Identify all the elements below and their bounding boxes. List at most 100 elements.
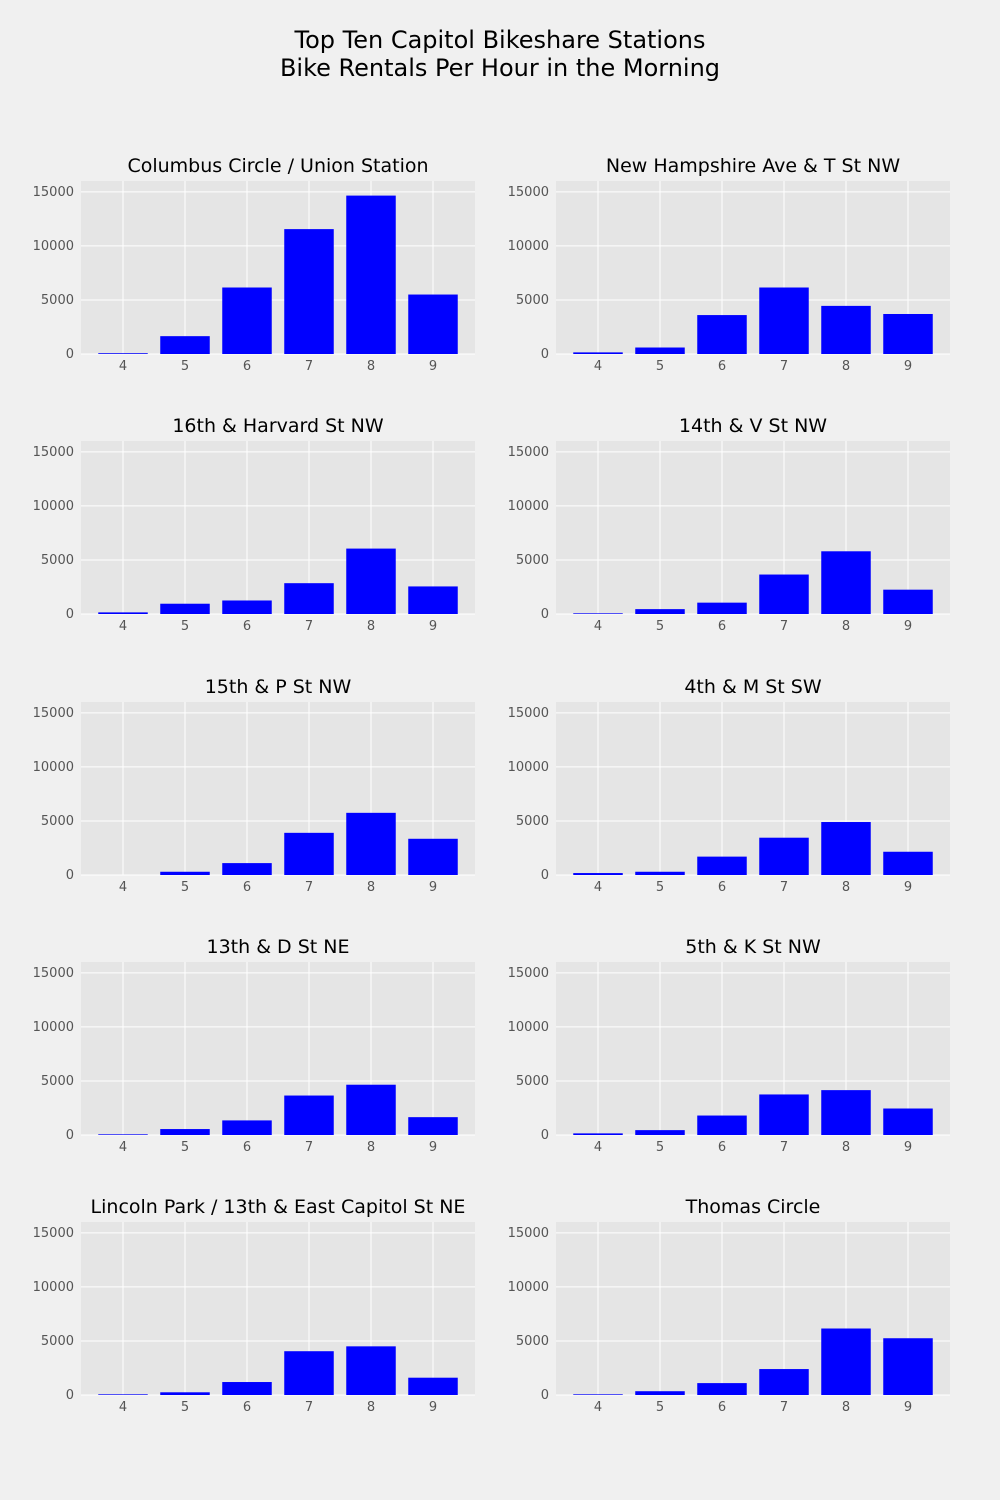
bar-hour-8 [821,1090,871,1135]
subplot-6: 0 5000 10000 15000 4 5 6 7 8 9 4th & M St SW [508,676,950,895]
x-tick-label: 8 [367,1400,375,1415]
y-tick-label: 5000 [41,1074,74,1089]
x-tick-label: 6 [243,1400,251,1415]
bar-hour-6 [222,1120,272,1135]
x-tick-label: 9 [904,1140,912,1155]
x-tick-label: 4 [119,619,127,634]
bar-hour-9 [408,294,458,354]
x-tick-label: 9 [429,1140,437,1155]
y-tick-label: 0 [541,1128,549,1143]
y-tick-label: 10000 [508,239,549,254]
bar-hour-7 [284,1351,334,1395]
bar-hour-4 [98,612,148,614]
x-tick-label: 8 [842,1400,850,1415]
plot-area [81,962,475,1135]
x-tick-label: 9 [429,880,437,895]
subplot-5: 0 5000 10000 15000 4 5 6 7 8 9 15th & P St NW [33,676,475,895]
y-tick-label: 0 [66,1388,74,1403]
y-tick-label: 5000 [516,814,549,829]
subplot-title: Thomas Circle [685,1196,821,1218]
x-tick-label: 6 [718,619,726,634]
x-tick-label: 4 [119,1400,127,1415]
y-tick-label: 10000 [508,1280,549,1295]
x-tick-label: 6 [243,359,251,374]
bar-hour-5 [160,871,210,875]
bar-hour-9 [883,1338,933,1395]
x-tick-label: 4 [594,880,602,895]
bar-hour-4 [98,353,148,354]
y-tick-label: 0 [541,347,549,362]
y-tick-label: 10000 [33,760,74,775]
x-tick-label: 4 [594,619,602,634]
bar-hour-9 [883,851,933,875]
x-tick-label: 7 [305,1400,313,1415]
subplot-title: 4th & M St SW [684,676,822,698]
bar-hour-5 [635,1391,685,1395]
bar-hour-8 [346,195,396,354]
subplot-3: 0 5000 10000 15000 4 5 6 7 8 9 16th & Harvard St N… [33,415,475,634]
subplot-title: 16th & Harvard St NW [172,415,384,437]
x-tick-label: 5 [656,880,664,895]
figure-title-line-2: Bike Rentals Per Hour in the Morning [279,54,721,82]
x-tick-label: 6 [718,1140,726,1155]
bar-hour-5 [635,609,685,614]
bar-hour-4 [98,1394,148,1395]
x-tick-label: 8 [367,1140,375,1155]
x-tick-label: 5 [181,359,189,374]
x-tick-label: 8 [842,359,850,374]
bar-hour-6 [697,602,747,614]
y-tick-label: 10000 [33,499,74,514]
y-tick-label: 15000 [508,1226,549,1241]
subplot-8: 0 5000 10000 15000 4 5 6 7 8 9 5th & K St NW [508,936,950,1155]
bar-hour-6 [222,863,272,875]
plot-area [556,441,950,614]
y-tick-label: 10000 [508,760,549,775]
bar-hour-6 [697,1383,747,1395]
y-tick-label: 5000 [516,553,549,568]
x-tick-label: 9 [904,619,912,634]
x-tick-label: 4 [594,359,602,374]
x-tick-label: 5 [656,359,664,374]
bar-hour-5 [160,603,210,614]
subplot-title: New Hampshire Ave & T St NW [606,155,900,177]
bar-hour-7 [284,832,334,875]
subplot-9: 0 5000 10000 15000 4 5 6 7 8 9 Lincoln Park / 13th… [33,1196,475,1415]
plot-area [556,962,950,1135]
bar-hour-4 [573,1133,623,1135]
y-tick-label: 5000 [516,293,549,308]
x-tick-label: 7 [305,619,313,634]
bar-hour-7 [759,837,809,875]
bar-hour-7 [759,1094,809,1135]
bar-hour-4 [573,352,623,354]
bar-hour-8 [821,551,871,614]
bar-hour-5 [635,871,685,875]
x-tick-label: 7 [780,359,788,374]
bar-hour-4 [98,1134,148,1135]
bar-hour-6 [697,1115,747,1135]
bar-hour-4 [573,613,623,614]
subplot-10: 0 5000 10000 15000 4 5 6 7 8 9 Thomas Circle [508,1196,950,1415]
y-tick-label: 0 [541,607,549,622]
x-tick-label: 8 [367,359,375,374]
y-tick-label: 15000 [508,706,549,721]
y-tick-label: 5000 [516,1334,549,1349]
bar-hour-9 [408,838,458,875]
subplot-title: 15th & P St NW [205,676,352,698]
y-tick-label: 10000 [33,239,74,254]
bar-hour-8 [346,1084,396,1135]
y-tick-label: 5000 [41,1334,74,1349]
x-tick-label: 9 [429,359,437,374]
x-tick-label: 7 [305,359,313,374]
x-tick-label: 7 [780,1140,788,1155]
y-tick-label: 15000 [33,1226,74,1241]
y-tick-label: 10000 [508,1020,549,1035]
x-tick-label: 4 [119,1140,127,1155]
x-tick-label: 4 [119,880,127,895]
y-tick-label: 15000 [33,185,74,200]
x-tick-label: 6 [718,880,726,895]
y-tick-label: 15000 [508,185,549,200]
bar-hour-9 [408,586,458,614]
x-tick-label: 6 [718,359,726,374]
bar-hour-5 [160,1129,210,1135]
